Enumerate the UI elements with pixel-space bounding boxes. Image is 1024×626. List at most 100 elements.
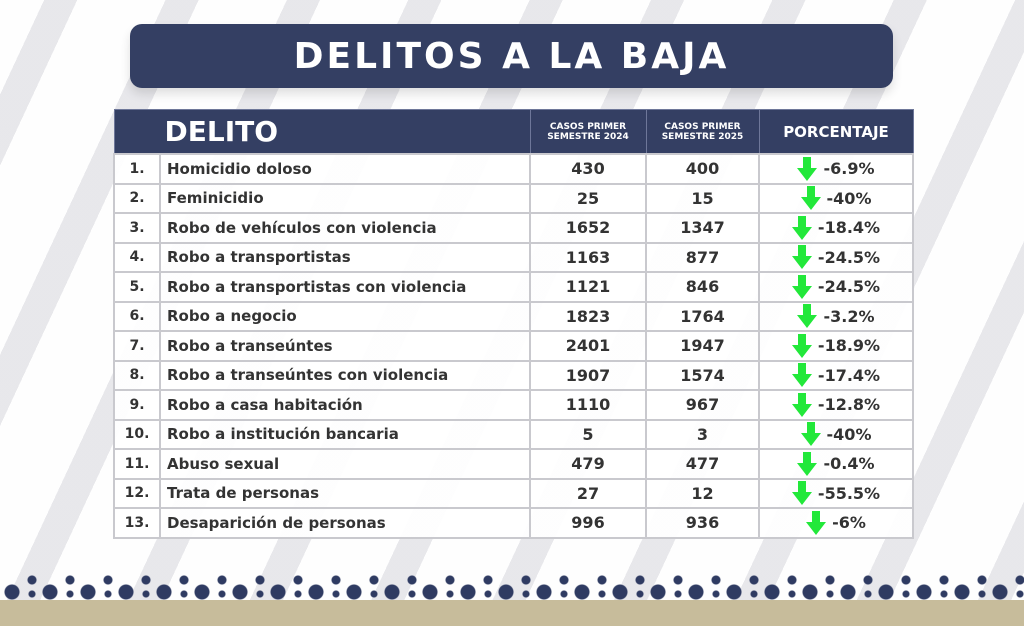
cases-2024: 2401 (529, 330, 647, 362)
down-arrow-icon (791, 363, 812, 388)
crime-table-container: DELITO CASOS PRIMER SEMESTRE 2024 CASOS … (113, 109, 914, 539)
table-row: 11. Abuso sexual 479 477 -0.4% (113, 448, 914, 480)
percentage-cell: -12.8% (758, 389, 914, 421)
percentage-cell: -24.5% (758, 241, 914, 273)
cases-2025: 1947 (645, 330, 760, 362)
table-row: 12. Trata de personas 27 12 -55.5% (113, 477, 914, 509)
crime-name: Robo a transeúntes con violencia (159, 359, 531, 391)
percentage-value: -6.9% (823, 159, 875, 179)
table-row: 2. Feminicidio 25 15 -40% (113, 182, 914, 214)
row-number: 10. (113, 418, 161, 450)
cases-2024: 1907 (529, 359, 647, 391)
row-number: 6. (113, 300, 161, 332)
header-2024: CASOS PRIMER SEMESTRE 2024 (529, 109, 647, 155)
cases-2025: 477 (645, 448, 760, 480)
table-row: 13. Desaparición de personas 996 936 -6% (113, 507, 914, 539)
row-number: 7. (113, 330, 161, 362)
percentage-cell: -24.5% (758, 271, 914, 303)
header-2025: CASOS PRIMER SEMESTRE 2025 (645, 109, 760, 155)
percentage-value: -24.5% (817, 247, 881, 267)
row-number: 8. (113, 359, 161, 391)
cases-2024: 430 (529, 153, 647, 185)
row-number: 3. (113, 212, 161, 244)
down-arrow-icon (791, 274, 812, 299)
percentage-cell: -0.4% (758, 448, 914, 480)
percentage-cell: -6.9% (758, 153, 914, 185)
percentage-cell: -3.2% (758, 300, 914, 332)
cases-2024: 1823 (529, 300, 647, 332)
percentage-value: -18.9% (817, 336, 881, 356)
page-title: DELITOS A LA BAJA (293, 35, 730, 77)
cases-2025: 1347 (645, 212, 760, 244)
percentage-value: -17.4% (817, 365, 881, 385)
crime-name: Abuso sexual (159, 448, 531, 480)
down-arrow-icon (797, 156, 818, 181)
down-arrow-icon (800, 422, 821, 447)
percentage-cell: -40% (758, 418, 914, 450)
percentage-value: -12.8% (817, 395, 881, 415)
percentage-cell: -18.4% (758, 212, 914, 244)
cases-2025: 400 (645, 153, 760, 185)
row-number: 9. (113, 389, 161, 421)
percentage-value: -3.2% (823, 306, 875, 326)
cases-2024: 1121 (529, 271, 647, 303)
cases-2025: 967 (645, 389, 760, 421)
crime-name: Robo a casa habitación (159, 389, 531, 421)
percentage-cell: -6% (758, 507, 914, 539)
cases-2025: 877 (645, 241, 760, 273)
cases-2025: 846 (645, 271, 760, 303)
percentage-cell: -40% (758, 182, 914, 214)
crime-name: Trata de personas (159, 477, 531, 509)
cases-2024: 1652 (529, 212, 647, 244)
row-number: 13. (113, 507, 161, 539)
cases-2025: 1764 (645, 300, 760, 332)
percentage-value: -24.5% (817, 277, 881, 297)
cases-2024: 27 (529, 477, 647, 509)
down-arrow-icon (797, 451, 818, 476)
table-row: 3. Robo de vehículos con violencia 1652 … (113, 212, 914, 244)
row-number: 2. (113, 182, 161, 214)
row-number: 11. (113, 448, 161, 480)
down-arrow-icon (797, 304, 818, 329)
row-number: 5. (113, 271, 161, 303)
percentage-value: -0.4% (823, 454, 875, 474)
cases-2025: 936 (645, 507, 760, 539)
table-header-row: DELITO CASOS PRIMER SEMESTRE 2024 CASOS … (113, 109, 914, 155)
header-porcentaje: PORCENTAJE (758, 109, 914, 155)
crime-table: DELITO CASOS PRIMER SEMESTRE 2024 CASOS … (113, 109, 914, 539)
table-row: 4. Robo a transportistas 1163 877 -24.5% (113, 241, 914, 273)
crime-name: Robo de vehículos con violencia (159, 212, 531, 244)
cases-2025: 3 (645, 418, 760, 450)
percentage-value: -55.5% (817, 483, 881, 503)
cases-2024: 25 (529, 182, 647, 214)
crime-name: Desaparición de personas (159, 507, 531, 539)
cases-2025: 12 (645, 477, 760, 509)
cases-2025: 15 (645, 182, 760, 214)
down-arrow-icon (791, 392, 812, 417)
percentage-cell: -55.5% (758, 477, 914, 509)
table-row: 5. Robo a transportistas con violencia 1… (113, 271, 914, 303)
title-banner: DELITOS A LA BAJA (130, 24, 893, 88)
table-row: 1. Homicidio doloso 430 400 -6.9% (113, 153, 914, 185)
row-number: 4. (113, 241, 161, 273)
down-arrow-icon (791, 245, 812, 270)
cases-2024: 5 (529, 418, 647, 450)
cases-2024: 1163 (529, 241, 647, 273)
footer-gold-band (0, 600, 1024, 626)
percentage-value: -18.4% (817, 218, 881, 238)
down-arrow-icon (791, 481, 812, 506)
cases-2025: 1574 (645, 359, 760, 391)
percentage-cell: -18.9% (758, 330, 914, 362)
crime-name: Robo a institución bancaria (159, 418, 531, 450)
crime-name: Homicidio doloso (159, 153, 531, 185)
decorative-talavera-border (0, 572, 1024, 600)
table-row: 10. Robo a institución bancaria 5 3 -40% (113, 418, 914, 450)
crime-name: Feminicidio (159, 182, 531, 214)
down-arrow-icon (791, 215, 812, 240)
crime-name: Robo a transeúntes (159, 330, 531, 362)
down-arrow-icon (791, 333, 812, 358)
cases-2024: 479 (529, 448, 647, 480)
table-row: 7. Robo a transeúntes 2401 1947 -18.9% (113, 330, 914, 362)
crime-name: Robo a transportistas con violencia (159, 271, 531, 303)
table-row: 6. Robo a negocio 1823 1764 -3.2% (113, 300, 914, 332)
